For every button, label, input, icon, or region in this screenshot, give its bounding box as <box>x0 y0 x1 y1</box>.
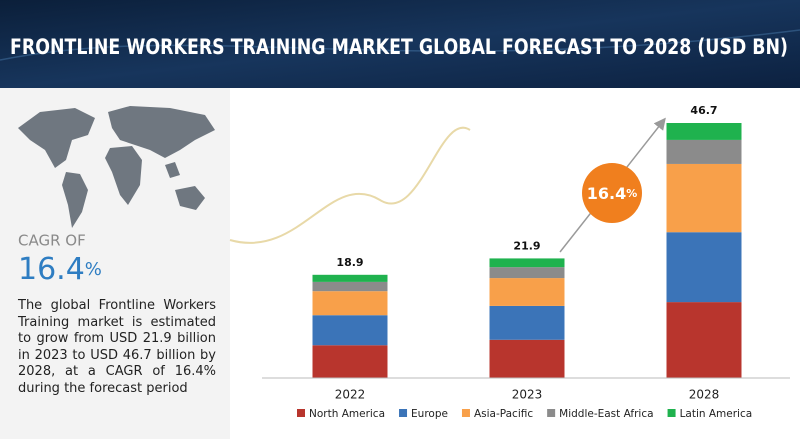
cagr-label: CAGR OF <box>18 232 86 250</box>
bar-segment <box>312 315 388 346</box>
legend-label: Middle-East Africa <box>559 408 653 420</box>
bar-segment <box>666 139 742 164</box>
x-tick-label: 2022 <box>335 388 366 402</box>
total-label: 46.7 <box>690 104 717 117</box>
description: The global Frontline Workers Training ma… <box>18 298 216 396</box>
bar-segment <box>666 163 742 233</box>
cagr-badge-unit: % <box>626 187 637 200</box>
bar-segment <box>312 281 388 292</box>
x-tick-label: 2028 <box>689 388 720 402</box>
bar-segment <box>666 123 742 140</box>
bar-segment <box>666 302 742 378</box>
bar-segment <box>312 274 388 282</box>
header-decoration <box>0 29 800 61</box>
legend-swatch <box>461 409 470 417</box>
chart-title: FRONTLINE WORKERS TRAINING MARKET GLOBAL… <box>10 35 788 59</box>
bar-segment <box>312 345 388 378</box>
bar-segment <box>489 267 565 279</box>
x-tick-label: 2023 <box>512 388 543 402</box>
cagr-value: 16.4% <box>18 252 102 287</box>
bar-segment <box>489 305 565 340</box>
bar-segment <box>489 258 565 268</box>
legend-label: Europe <box>411 408 448 420</box>
total-label: 18.9 <box>336 256 363 269</box>
bar-segment <box>666 232 742 303</box>
legend-swatch <box>667 409 676 417</box>
bar-segment <box>489 339 565 378</box>
legend-swatch <box>399 409 408 417</box>
cagr-badge-text: 16.4% <box>587 184 638 203</box>
cagr-badge-number: 16.4 <box>587 184 626 203</box>
left-panel <box>0 88 230 439</box>
legend-swatch <box>297 409 305 417</box>
cagr-number: 16.4 <box>18 252 85 287</box>
legend-label: North America <box>309 408 385 420</box>
total-label: 21.9 <box>513 239 540 252</box>
legend-swatch <box>547 409 556 417</box>
decoration-curve <box>229 126 471 244</box>
bar-segment <box>312 291 388 316</box>
cagr-badge <box>582 163 642 223</box>
legend-label: Latin America <box>680 408 753 420</box>
world-map <box>18 106 215 228</box>
legend-label: Asia-Pacific <box>474 408 533 420</box>
cagr-unit: % <box>85 259 102 280</box>
bar-segment <box>489 278 565 306</box>
